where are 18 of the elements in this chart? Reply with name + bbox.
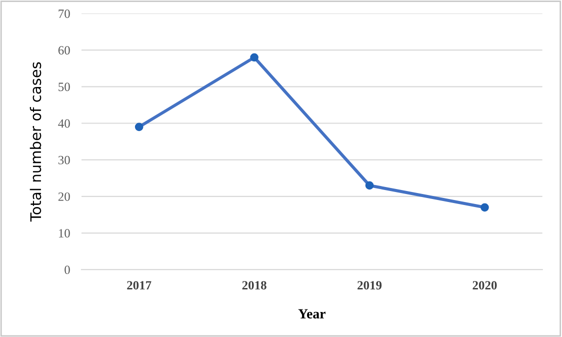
y-tick-label: 70 — [58, 10, 70, 18]
point — [134, 122, 144, 132]
point — [365, 181, 374, 190]
x-tick-label: 2017 — [127, 281, 152, 290]
x-tick-label: 2019 — [358, 281, 382, 290]
x-tick-label: 2018 — [242, 281, 266, 290]
point — [250, 53, 258, 62]
y-tick-label: 10 — [58, 229, 70, 238]
y-tick-label: 0 — [64, 266, 70, 274]
y-tick-label: 20 — [58, 192, 70, 201]
x-tick-label: 2020 — [472, 281, 497, 290]
x-axis-title: Year — [298, 309, 326, 318]
y-tick-label: 40 — [58, 119, 70, 128]
y-tick-label: 60 — [58, 46, 70, 55]
y-tick-label: 50 — [58, 82, 70, 92]
point — [480, 203, 489, 212]
y-axis-title: Total number of cases — [30, 62, 42, 222]
y-tick-label: 30 — [58, 156, 70, 164]
